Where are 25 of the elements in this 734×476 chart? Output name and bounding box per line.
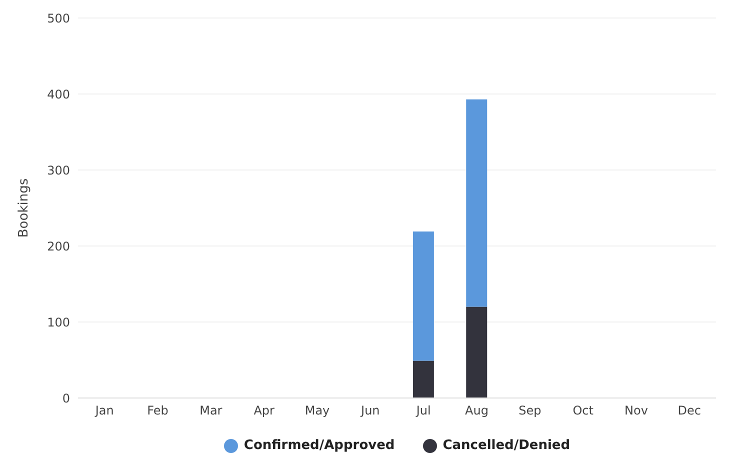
y-tick-label: 100 [47,315,70,330]
x-tick-label: Sep [518,404,542,418]
y-tick-label: 300 [47,163,70,178]
y-tick-label: 0 [62,391,70,406]
x-tick-label: May [304,404,330,418]
bar [412,232,434,361]
x-tick-label: Nov [624,404,648,418]
x-tick-label: Jun [360,404,380,418]
x-tick-label: Jul [415,404,431,418]
bar [466,306,488,398]
legend-label: Confirmed/Approved [242,438,395,453]
y-tick-label: 500 [47,11,70,26]
legend-label: Cancelled/Denied [442,438,570,453]
x-tick-label: Oct [572,404,594,418]
y-tick-label: 200 [47,239,70,254]
bar [412,360,434,398]
x-tick-label: Dec [678,404,702,418]
x-tick-label: Jan [94,404,114,418]
y-tick-label: 400 [47,87,70,102]
bar [466,99,488,307]
x-tick-label: Apr [254,404,275,418]
x-tick-label: Aug [465,404,488,418]
x-tick-label: Mar [200,404,222,418]
y-axis-title: Bookings [16,178,32,238]
x-tick-label: Feb [147,404,168,418]
